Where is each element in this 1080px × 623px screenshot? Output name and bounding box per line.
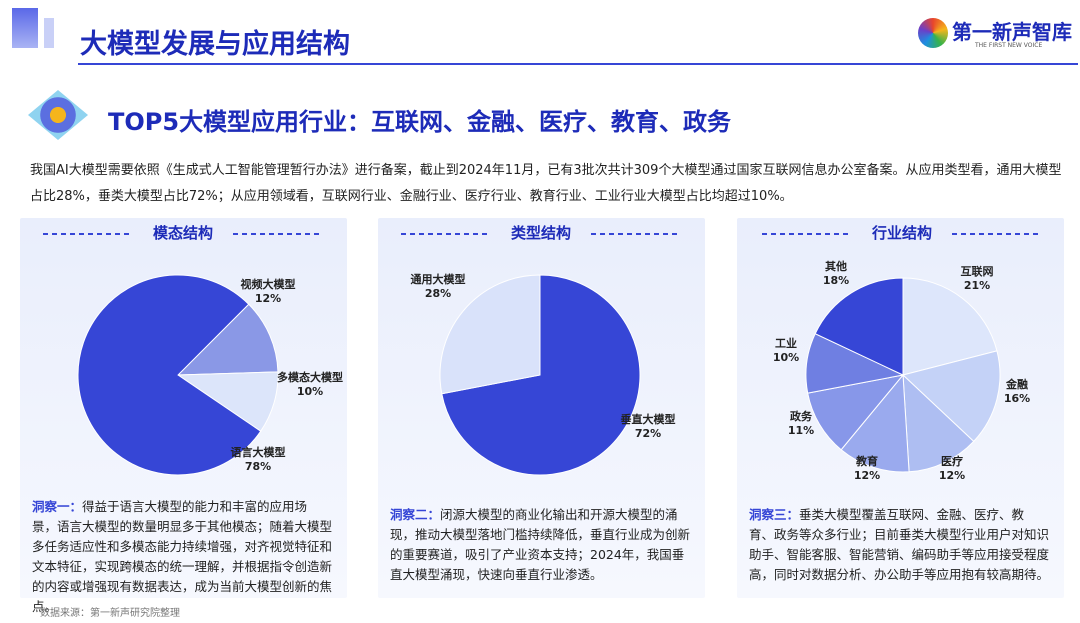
slice-label: 金融 — [1005, 377, 1028, 391]
slice-value: 78% — [245, 460, 271, 473]
slice-value: 72% — [635, 427, 661, 440]
slice-value: 11% — [788, 424, 814, 437]
chart-title: 类型结构 — [511, 224, 571, 242]
insight-label: 洞察三： — [749, 507, 800, 522]
pie-slice — [814, 277, 904, 376]
pie-slice — [901, 350, 1001, 443]
insight-text: 闭源大模型的商业化输出和开源大模型的涌现，推动大模型落地门槛持续降低，垂直行业成… — [390, 507, 691, 582]
slice-label: 通用大模型 — [411, 272, 466, 286]
slice-value: 12% — [939, 469, 965, 482]
chart-title: 模态结构 — [153, 224, 213, 242]
slice-label: 工业 — [775, 336, 797, 350]
intro: 我国AI大模型需要依照《生成式人工智能管理暂行办法》进行备案，截止到2024年1… — [30, 163, 1062, 204]
slice-label: 互联网 — [961, 264, 994, 278]
header-line — [78, 63, 1078, 65]
slice-label: 多模态大模型 — [277, 370, 343, 384]
slice-label: 垂直大模型 — [621, 412, 676, 426]
insight: 洞察三：垂类大模型覆盖互联网、金融、医疗、教育、政务等众多行业；目前垂类大模型行… — [749, 505, 1049, 585]
pie-slice — [439, 274, 541, 395]
slice-value: 10% — [297, 385, 323, 398]
chart-title: 行业结构 — [871, 224, 932, 242]
slice-value: 21% — [964, 279, 990, 292]
slice-label: 医疗 — [941, 454, 963, 468]
insight-label: 洞察一： — [32, 499, 83, 514]
pie-slice — [441, 274, 641, 476]
slice-value: 16% — [1004, 392, 1030, 405]
slice-value: 12% — [255, 292, 281, 305]
slice-label: 教育 — [855, 454, 878, 468]
pie-slice — [176, 303, 279, 376]
insight: 洞察二：闭源大模型的商业化输出和开源大模型的涌现，推动大模型落地门槛持续降低，垂… — [390, 505, 690, 585]
corner-bar — [44, 18, 54, 48]
logo-text: 第一新声智库 — [952, 20, 1072, 44]
slice-label: 语言大模型 — [231, 445, 286, 459]
insight-text: 得益于语言大模型的能力和丰富的应用场景，语言大模型的数量明显多于其他模态；随着大… — [32, 499, 333, 614]
slice-label: 其他 — [825, 259, 847, 273]
logo-tagline: THE FIRST NEW VOICE — [975, 42, 1043, 49]
pie-slice — [77, 274, 262, 476]
insight: 洞察一：得益于语言大模型的能力和丰富的应用场景，语言大模型的数量明显多于其他模态… — [32, 497, 332, 617]
header-title: 大模型发展与应用结构 — [80, 29, 350, 60]
slice-value: 28% — [425, 287, 451, 300]
slice-label: 视频大模型 — [241, 277, 296, 291]
headline: TOP5大模型应用行业：互联网、金融、医疗、教育、政务 — [108, 108, 732, 136]
slice-value: 12% — [854, 469, 880, 482]
slice-label: 政务 — [790, 409, 813, 423]
pie-slice — [840, 373, 910, 473]
corner-bar — [12, 8, 38, 48]
pie-slice — [902, 373, 975, 473]
slice-value: 10% — [773, 351, 799, 364]
slice-value: 18% — [823, 274, 849, 287]
source: 数据来源：第一新声研究院整理 — [40, 608, 180, 619]
logo-icon — [918, 18, 948, 48]
pie-slice — [902, 277, 998, 376]
pie-slice — [807, 374, 905, 451]
insight-label: 洞察二： — [390, 507, 441, 522]
insight-text: 垂类大模型覆盖互联网、金融、医疗、教育、政务等众多行业；目前垂类大模型行业用户对… — [749, 507, 1050, 582]
